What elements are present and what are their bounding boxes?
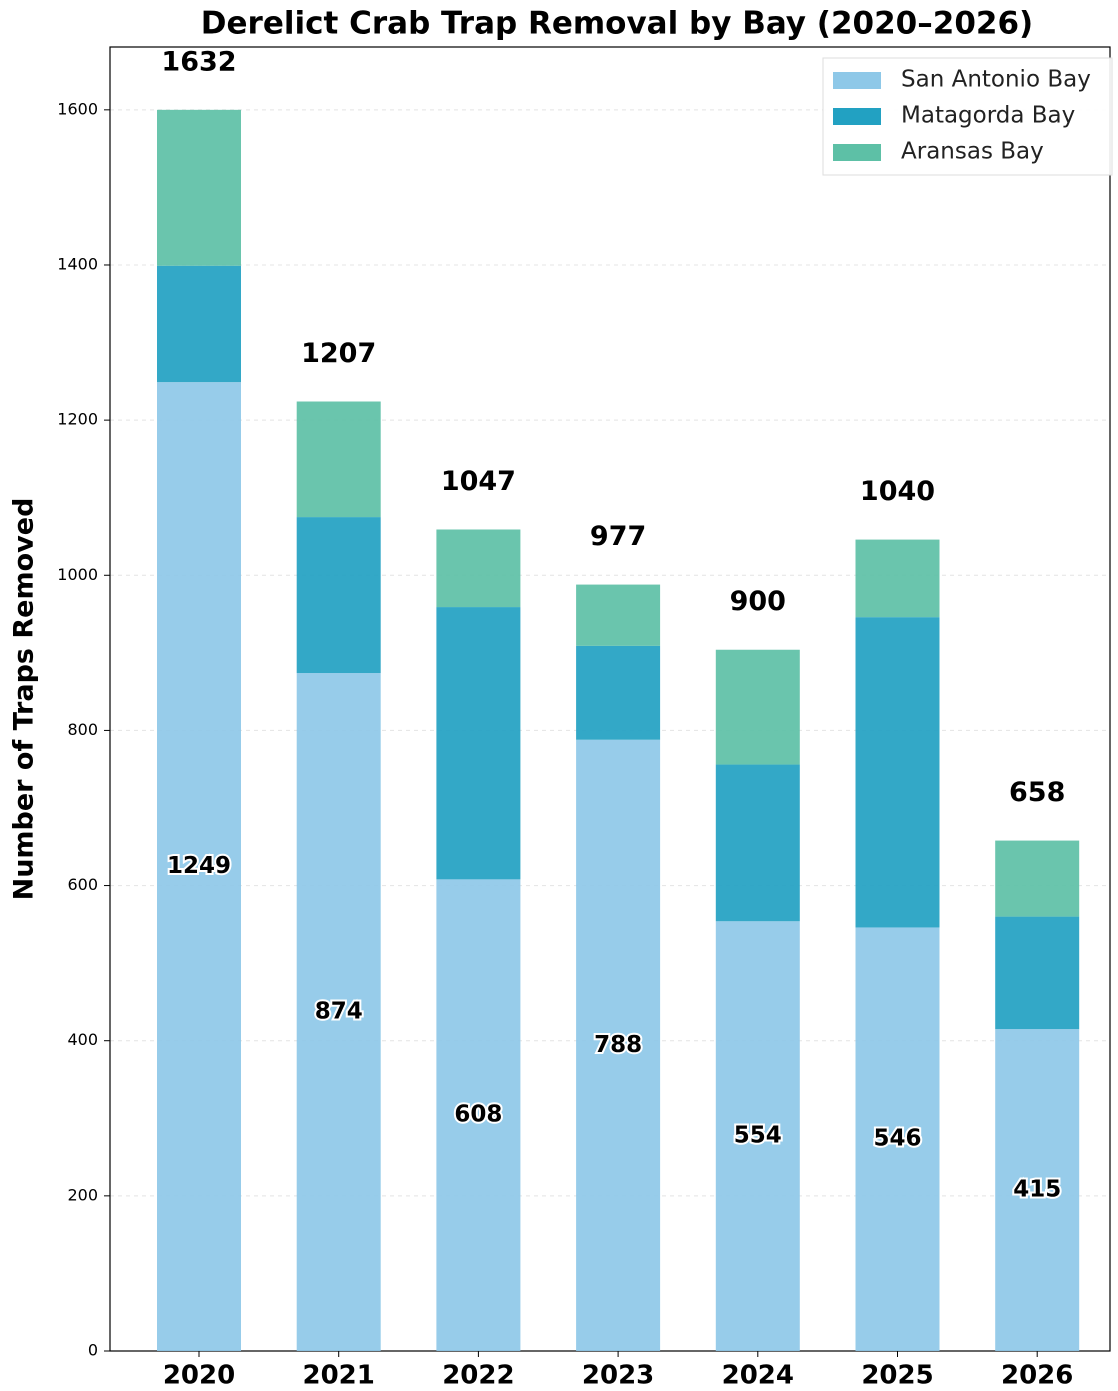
bar-segment bbox=[296, 517, 381, 674]
bar-segment bbox=[576, 645, 661, 740]
bar-segment bbox=[157, 109, 241, 266]
bar-segment bbox=[436, 607, 521, 880]
x-tick-label: 2025 bbox=[861, 1361, 933, 1391]
bar-segment bbox=[576, 584, 661, 646]
bar-segment bbox=[995, 1029, 1080, 1351]
y-tick-label: 200 bbox=[67, 1185, 98, 1204]
y-axis-label: Number of Traps Removed bbox=[9, 498, 40, 901]
y-tick-label: 800 bbox=[67, 720, 98, 739]
legend-label: Matagorda Bay bbox=[901, 103, 1075, 129]
bar-segment bbox=[157, 265, 241, 383]
legend-swatch bbox=[833, 72, 881, 89]
segment-label: 874 bbox=[315, 999, 363, 1025]
segment-label: 788 bbox=[594, 1032, 642, 1058]
bar-segment bbox=[855, 539, 940, 618]
bar-segment bbox=[715, 649, 800, 765]
x-tick-label: 2024 bbox=[722, 1361, 794, 1391]
y-tick-label: 600 bbox=[67, 875, 98, 894]
x-tick-label: 2023 bbox=[582, 1361, 654, 1391]
chart-title: Derelict Crab Trap Removal by Bay (2020–… bbox=[201, 6, 1033, 42]
bar-segment bbox=[715, 921, 800, 1351]
y-tick-label: 1400 bbox=[57, 254, 98, 273]
legend-label: Aransas Bay bbox=[901, 139, 1044, 165]
bar-segment bbox=[995, 916, 1080, 1030]
legend-swatch bbox=[833, 108, 881, 125]
y-tick-label: 1600 bbox=[57, 99, 98, 118]
legend-label: San Antonio Bay bbox=[901, 67, 1091, 93]
bar-segment bbox=[157, 382, 241, 1351]
x-tick-label: 2026 bbox=[1001, 1361, 1073, 1391]
y-tick-label: 1000 bbox=[57, 565, 98, 584]
x-tick-label: 2022 bbox=[442, 1361, 514, 1391]
total-label: 900 bbox=[730, 586, 786, 617]
bar-segment bbox=[715, 764, 800, 922]
segment-label: 415 bbox=[1013, 1177, 1061, 1203]
segment-label: 608 bbox=[454, 1102, 502, 1128]
bar-segment bbox=[995, 840, 1080, 917]
total-label: 1207 bbox=[301, 338, 376, 369]
legend-swatch bbox=[833, 144, 881, 161]
total-label: 658 bbox=[1009, 777, 1065, 808]
bar-segment bbox=[855, 617, 940, 928]
x-tick-label: 2020 bbox=[163, 1361, 235, 1391]
segment-label: 554 bbox=[734, 1123, 782, 1149]
y-tick-label: 0 bbox=[88, 1341, 98, 1360]
bar-segment bbox=[296, 401, 381, 518]
total-label: 1047 bbox=[441, 466, 516, 497]
total-label: 1632 bbox=[161, 46, 236, 77]
bar-segment bbox=[436, 879, 521, 1351]
bar-segment bbox=[576, 739, 661, 1351]
segment-label: 546 bbox=[873, 1126, 921, 1152]
x-tick-label: 2021 bbox=[303, 1361, 375, 1391]
bar-segment bbox=[436, 529, 521, 608]
bar-segment bbox=[855, 927, 940, 1351]
y-tick-label: 400 bbox=[67, 1030, 98, 1049]
bar-segment bbox=[296, 673, 381, 1351]
y-tick-label: 1200 bbox=[57, 410, 98, 429]
total-label: 977 bbox=[590, 521, 646, 552]
total-label: 1040 bbox=[860, 476, 935, 507]
segment-label: 1249 bbox=[167, 853, 231, 879]
